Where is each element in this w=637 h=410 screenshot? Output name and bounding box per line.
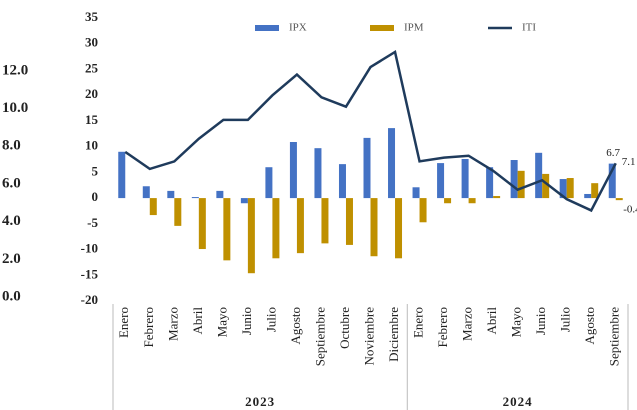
x-tick-label: Febrero xyxy=(141,307,156,347)
bar xyxy=(191,197,199,199)
bar xyxy=(338,164,346,199)
bar xyxy=(216,190,224,199)
y-tick-label: -10 xyxy=(81,241,98,256)
legend-label: IPM xyxy=(404,22,424,34)
bar xyxy=(395,198,403,259)
data-label: 7.1 xyxy=(622,156,636,168)
bar xyxy=(247,198,255,274)
bar xyxy=(240,198,248,204)
legend-label: IPX xyxy=(289,22,307,34)
bar xyxy=(542,173,550,199)
y2-tick-label: 10.0 xyxy=(2,100,28,116)
x-tick-label: Septiembre xyxy=(607,307,622,366)
legend-label: ITI xyxy=(522,22,536,34)
bar xyxy=(142,186,150,199)
y-tick-label: 5 xyxy=(92,163,99,178)
bar xyxy=(493,196,501,199)
data-label: 6.7 xyxy=(606,147,620,159)
x-tick-label: Julio xyxy=(263,307,278,332)
y2-tick-label: 2.0 xyxy=(2,251,21,267)
x-tick-label: Noviembre xyxy=(361,307,376,366)
x-tick-label: Enero xyxy=(411,307,426,338)
y-tick-label: 20 xyxy=(85,86,98,101)
bar xyxy=(370,198,378,257)
x-tick-label: Julio xyxy=(558,307,573,332)
y-tick-label: -15 xyxy=(81,266,99,281)
y2-tick-label: 4.0 xyxy=(2,213,21,229)
bar xyxy=(566,178,574,199)
y-tick-label: 25 xyxy=(85,60,99,75)
legend-symbol xyxy=(255,25,279,31)
x-tick-label: Enero xyxy=(116,307,131,338)
y-tick-label: -20 xyxy=(81,292,98,307)
y-tick-label: -5 xyxy=(87,215,98,230)
bar xyxy=(461,158,469,199)
x-tick-label: Agosto xyxy=(582,307,597,345)
bar xyxy=(608,163,616,199)
bar xyxy=(314,148,322,199)
bar xyxy=(559,179,567,199)
x-tick-label: Marzo xyxy=(165,307,180,341)
y-tick-label: 35 xyxy=(85,9,99,24)
bar xyxy=(198,198,206,250)
bar xyxy=(412,187,420,199)
bar xyxy=(615,198,623,201)
legend-symbol xyxy=(370,25,394,31)
group-label: 2024 xyxy=(503,394,533,409)
x-tick-label: Mayo xyxy=(214,307,229,337)
bar xyxy=(535,152,543,199)
x-tick-label: Octubre xyxy=(337,307,352,349)
group-label: 2023 xyxy=(245,394,275,409)
bar xyxy=(388,128,396,199)
bar xyxy=(167,190,175,199)
bar xyxy=(584,193,592,199)
y2-tick-label: 6.0 xyxy=(2,175,21,191)
bar xyxy=(272,198,280,259)
bar xyxy=(289,142,297,199)
bar xyxy=(174,198,182,226)
bar xyxy=(517,170,525,199)
bar xyxy=(149,198,157,216)
x-tick-label: Diciembre xyxy=(386,307,401,362)
bar xyxy=(486,167,494,199)
bar xyxy=(591,183,599,199)
y-tick-label: 30 xyxy=(85,35,98,50)
bar xyxy=(296,198,304,254)
bar xyxy=(363,137,371,199)
bar xyxy=(419,198,427,223)
bar xyxy=(223,198,231,261)
x-tick-label: Abril xyxy=(484,307,499,335)
x-tick-label: Agosto xyxy=(288,307,303,345)
x-tick-label: Marzo xyxy=(460,307,475,341)
bar xyxy=(345,198,353,245)
bar xyxy=(510,160,518,199)
y2-tick-label: 0.0 xyxy=(2,289,21,305)
data-label: -0.4 xyxy=(623,204,637,216)
bar xyxy=(437,163,445,199)
x-tick-label: Mayo xyxy=(509,307,524,337)
y-tick-label: 15 xyxy=(85,112,99,127)
bar xyxy=(468,198,476,204)
bar xyxy=(265,167,273,199)
bar xyxy=(444,198,452,204)
x-tick-label: Febrero xyxy=(435,307,450,347)
x-tick-label: Septiembre xyxy=(312,307,327,366)
x-tick-label: Junio xyxy=(533,307,548,335)
x-tick-label: Junio xyxy=(239,307,254,335)
y2-tick-label: 8.0 xyxy=(2,138,21,154)
y-tick-label: 10 xyxy=(85,138,98,153)
bar xyxy=(321,198,329,244)
line xyxy=(124,49,617,213)
y2-tick-label: 12.0 xyxy=(2,62,28,78)
bar xyxy=(118,151,126,199)
y-tick-label: 0 xyxy=(92,189,99,204)
x-tick-label: Abril xyxy=(190,307,205,335)
